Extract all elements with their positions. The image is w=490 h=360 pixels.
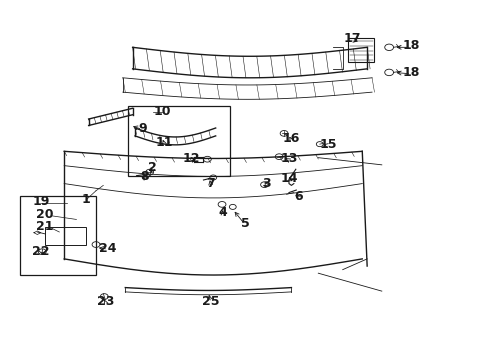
Text: 23: 23: [97, 296, 115, 309]
Bar: [20, 196, 96, 275]
Text: 8: 8: [141, 170, 149, 183]
Text: 1: 1: [82, 193, 91, 206]
Text: 18: 18: [402, 39, 420, 52]
Text: 12: 12: [182, 152, 200, 165]
Bar: [128, 107, 230, 176]
Text: 16: 16: [283, 132, 300, 145]
Text: 7: 7: [206, 177, 215, 190]
Text: 15: 15: [319, 138, 337, 150]
Text: 5: 5: [241, 216, 249, 230]
Bar: [347, 39, 374, 62]
Text: 20: 20: [36, 208, 53, 221]
Text: 13: 13: [280, 152, 297, 165]
Text: 9: 9: [138, 122, 147, 135]
Text: 2: 2: [148, 161, 156, 174]
Text: 11: 11: [156, 136, 173, 149]
Text: 18: 18: [402, 66, 420, 79]
Text: 21: 21: [36, 220, 53, 233]
Text: 24: 24: [99, 242, 117, 255]
Text: 14: 14: [280, 172, 298, 185]
Text: 10: 10: [153, 105, 171, 118]
Bar: [45, 226, 86, 244]
Text: 4: 4: [219, 206, 227, 219]
Text: 22: 22: [32, 245, 50, 258]
Text: 3: 3: [263, 177, 271, 190]
Text: 25: 25: [202, 296, 220, 309]
Text: 19: 19: [32, 195, 49, 208]
Text: 6: 6: [294, 190, 303, 203]
Text: 17: 17: [344, 32, 361, 45]
